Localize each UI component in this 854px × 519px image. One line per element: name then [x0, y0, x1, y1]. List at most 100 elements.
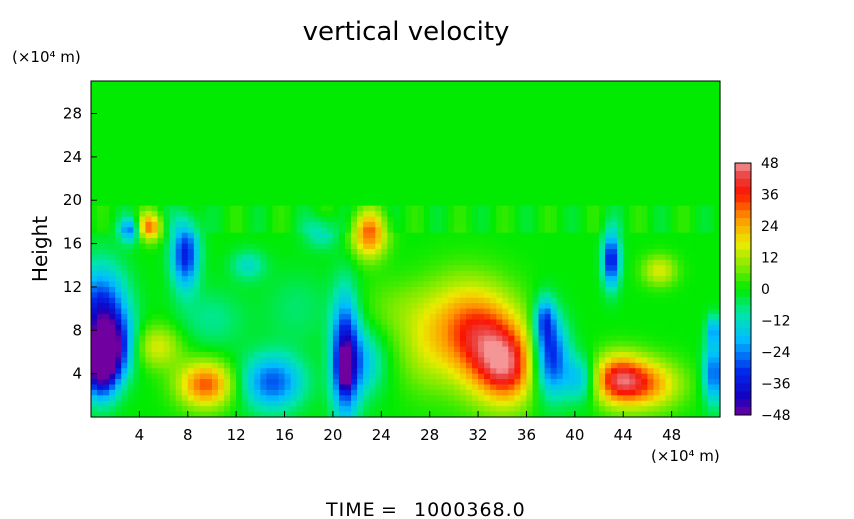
field-cell: [701, 221, 709, 228]
field-cell: [496, 205, 503, 212]
field-cell: [121, 162, 128, 169]
field-cell: [568, 91, 576, 98]
field-cell: [296, 216, 304, 223]
field-cell: [586, 308, 594, 315]
field-cell: [689, 276, 697, 283]
field-cell: [163, 243, 171, 250]
field-cell: [423, 140, 431, 147]
field-cell: [411, 86, 419, 93]
field-cell: [193, 124, 201, 131]
field-cell: [115, 81, 122, 88]
field-cell: [260, 314, 267, 321]
field-cell: [550, 286, 558, 293]
field-cell: [278, 254, 286, 261]
field-cell: [199, 118, 207, 125]
field-cell: [248, 303, 255, 310]
field-cell: [254, 249, 261, 256]
field-cell: [635, 146, 642, 153]
field-cell: [405, 232, 413, 239]
field-cell: [496, 259, 503, 266]
field-cell: [109, 113, 116, 120]
field-cell: [695, 303, 703, 310]
field-cell: [115, 265, 122, 272]
field-cell: [133, 221, 140, 228]
field-cell: [435, 238, 443, 245]
field-cell: [230, 183, 237, 190]
field-cell: [326, 173, 334, 180]
field-cell: [218, 254, 225, 261]
field-cell: [326, 113, 334, 120]
field-cell: [671, 91, 679, 98]
field-cell: [399, 156, 407, 163]
field-cell: [345, 254, 352, 261]
field-cell: [181, 211, 189, 218]
field-cell: [484, 140, 491, 147]
field-cell: [701, 129, 709, 136]
field-cell: [127, 259, 134, 266]
field-cell: [574, 335, 582, 342]
field-cell: [544, 221, 552, 228]
field-cell: [629, 314, 636, 321]
field-cell: [314, 162, 322, 169]
field-cell: [556, 297, 564, 304]
field-cell: [713, 146, 721, 153]
field-cell: [260, 113, 267, 120]
field-cell: [526, 249, 534, 256]
field-cell: [175, 162, 183, 169]
field-cell: [224, 135, 231, 142]
field-cell: [459, 162, 467, 169]
field-cell: [550, 183, 558, 190]
field-cell: [133, 118, 140, 125]
field-cell: [302, 227, 310, 234]
field-cell: [332, 314, 340, 321]
field-cell: [677, 238, 685, 245]
field-cell: [472, 281, 479, 288]
field-cell: [357, 265, 364, 272]
field-cell: [345, 221, 352, 228]
field-cell: [175, 135, 183, 142]
field-cell: [683, 259, 691, 266]
field-cell: [586, 238, 594, 245]
field-cell: [544, 249, 552, 256]
field-cell: [447, 167, 455, 174]
field-cell: [254, 129, 261, 136]
field-cell: [260, 124, 267, 131]
field-cell: [230, 314, 237, 321]
field-cell: [369, 118, 376, 125]
field-cell: [369, 97, 376, 104]
field-cell: [236, 129, 243, 136]
field-cell: [357, 167, 364, 174]
field-cell: [284, 265, 292, 272]
field-cell: [169, 140, 177, 147]
field-cell: [635, 81, 642, 88]
field-cell: [103, 221, 110, 228]
field-cell: [193, 205, 201, 212]
field-cell: [459, 135, 467, 142]
field-cell: [647, 162, 655, 169]
field-cell: [211, 227, 219, 234]
field-cell: [218, 173, 225, 180]
field-cell: [405, 335, 413, 342]
field-cell: [211, 140, 219, 147]
field-cell: [592, 97, 600, 104]
field-cell: [387, 270, 395, 277]
field-cell: [205, 211, 213, 218]
field-cell: [605, 232, 612, 239]
field-cell: [296, 91, 304, 98]
field-cell: [635, 281, 642, 288]
field-cell: [435, 232, 443, 239]
field-cell: [677, 330, 685, 337]
field-cell: [459, 221, 467, 228]
field-cell: [562, 108, 570, 115]
field-cell: [91, 86, 98, 93]
field-cell: [127, 286, 134, 293]
field-cell: [393, 156, 401, 163]
field-cell: [647, 227, 655, 234]
field-cell: [550, 91, 558, 98]
field-cell: [338, 335, 346, 342]
field-cell: [423, 324, 431, 331]
field-cell: [357, 303, 364, 310]
field-cell: [193, 259, 201, 266]
field-cell: [701, 259, 709, 266]
field-cell: [623, 238, 630, 245]
